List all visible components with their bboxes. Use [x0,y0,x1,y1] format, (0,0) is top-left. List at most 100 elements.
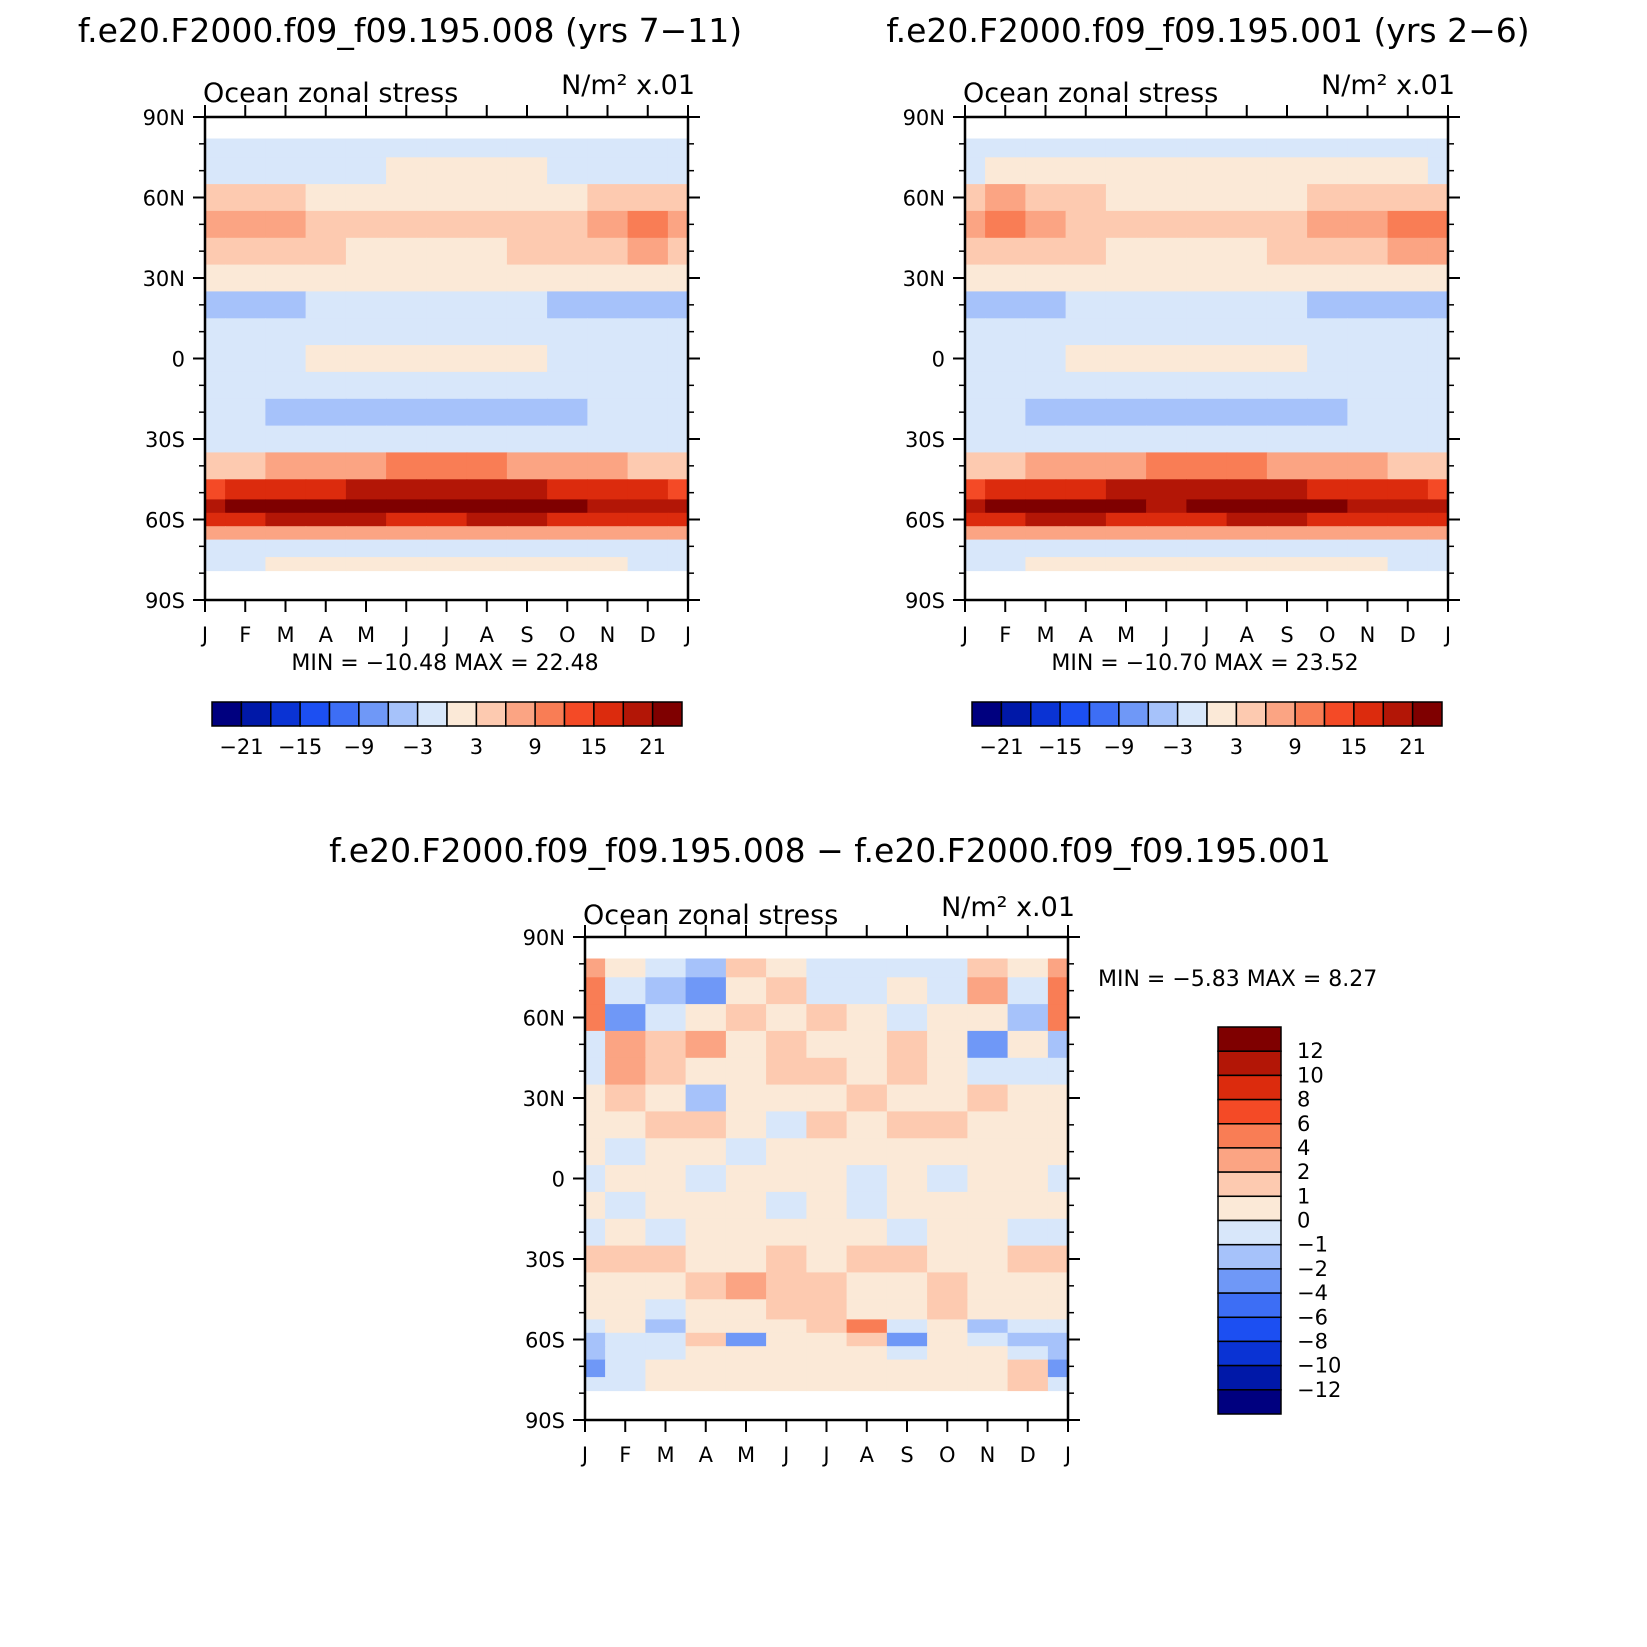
heat-cell [846,1245,888,1273]
heat-cell [927,1084,968,1112]
heat-cell [1307,138,1348,158]
heat-cell [466,210,508,239]
colorbar-label: −6 [1297,1305,1328,1329]
panel-2-title: f.e20.F2000.f09_f09.195.001 (yrs 2−6) [886,11,1529,50]
heat-cell [927,1030,968,1059]
heat-cell [587,499,629,514]
heat-cell [685,1191,727,1220]
heat-cell [1146,479,1187,500]
heat-cell [1226,512,1268,527]
heat-cell [265,526,307,541]
x-tick-label: A [699,1443,714,1467]
heat-cell [1186,318,1228,346]
heat-cell [605,958,646,978]
heat-cell [205,499,226,514]
heat-cell [1105,398,1147,427]
heat-cell [305,526,347,541]
heat-cell [766,1346,807,1361]
heat-cell [585,1272,606,1300]
heat-cell [225,452,266,480]
heat-cell [1347,138,1389,158]
heat-cell [965,210,986,239]
heat-cell [846,1332,888,1347]
heat-cell [466,318,508,346]
heat-cell [585,1111,606,1139]
heat-cell [265,291,307,319]
colorbar-label: −12 [1297,1378,1341,1402]
heat-cell [667,398,689,427]
heat-cell [766,977,807,1005]
heat-cell [225,526,266,541]
heat-cell [305,318,347,346]
heat-cell [725,1004,767,1032]
heat-cell [645,1245,687,1273]
heat-cell [1047,1377,1069,1392]
heat-cell [1266,264,1308,292]
heat-cell [766,1319,807,1334]
heat-cell [345,557,387,572]
heat-cell [605,1319,646,1334]
heat-cell [547,318,588,346]
heat-cell [265,512,307,527]
heat-cell [605,1084,646,1112]
heat-cell [506,539,548,558]
heat-cell [305,345,347,373]
heat-cell [1347,264,1389,292]
heat-cell [386,138,427,158]
panel-1-title: f.e20.F2000.f09_f09.195.008 (yrs 7−11) [78,11,742,50]
colorbar-swatch [1088,701,1120,727]
heat-cell [967,1272,1009,1300]
heat-cell [587,539,629,558]
colorbar-label: −10 [1297,1354,1341,1378]
heat-cell [645,1004,687,1032]
heat-cell [985,138,1026,158]
heat-cell [965,237,986,266]
heat-cell [846,1272,888,1300]
heat-cell [846,1319,888,1334]
heat-cell [1007,1165,1049,1193]
heat-cell [886,1138,928,1166]
heat-cell [1025,539,1067,558]
colorbar-swatch [563,701,595,727]
heat-cell [1065,512,1107,527]
heat-cell [587,425,629,453]
heat-cell [667,539,689,558]
colorbar-label: −9 [1103,735,1134,759]
heat-cell [386,499,427,514]
heat-cell [967,1191,1009,1220]
heat-cell [1347,291,1389,319]
heat-cell [846,1030,888,1059]
heat-cell [766,1191,807,1220]
heat-cell [725,1030,767,1059]
heat-cell [1226,210,1268,239]
heat-cell [667,425,689,453]
heat-cell [205,237,226,266]
heat-cell [1387,557,1429,572]
heat-cell [585,1057,606,1086]
heat-cell [265,539,307,558]
heat-cell [927,1359,968,1378]
heat-cell [846,1377,888,1392]
colorbar-label: −15 [278,735,322,759]
heat-cell [806,1138,848,1166]
heat-cell [1427,184,1449,212]
heat-cell [1146,291,1187,319]
heat-cell [305,184,347,212]
heat-cell [466,512,508,527]
heat-cell [1025,425,1067,453]
heat-cell [506,479,548,500]
heat-cell [345,452,387,480]
heat-cell [1307,291,1348,319]
heat-cell [1427,398,1449,427]
heat-cell [1065,318,1107,346]
x-tick-label: N [980,1443,996,1467]
heat-cell [886,1004,928,1032]
heat-cell [1047,1057,1069,1086]
heat-cell [645,1191,687,1220]
heat-cell [345,425,387,453]
heat-cell [725,1377,767,1392]
heat-cell [627,425,669,453]
heat-cell [667,499,689,514]
